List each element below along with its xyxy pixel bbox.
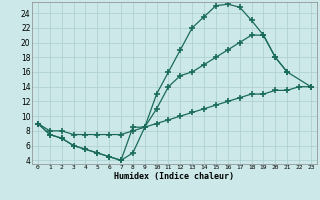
X-axis label: Humidex (Indice chaleur): Humidex (Indice chaleur) (115, 172, 234, 181)
